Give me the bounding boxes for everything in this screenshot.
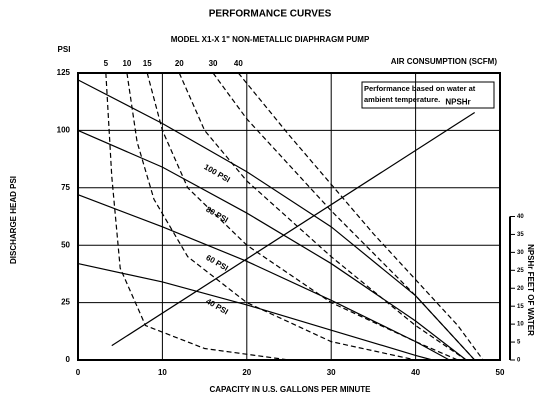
series-label: 40 (234, 59, 243, 68)
y2-tick-label: 0 (517, 358, 521, 364)
series-label: 20 (175, 59, 184, 68)
chart-title: PERFORMANCE CURVES (209, 9, 332, 20)
y-tick-label: 100 (57, 126, 71, 135)
y2-tick-label: 30 (517, 250, 524, 256)
y-tick-label: 125 (57, 68, 71, 77)
x-tick-label: 0 (76, 368, 81, 377)
x-tick-label: 20 (242, 368, 251, 377)
series-line (212, 72, 476, 361)
x-tick-label: 30 (327, 368, 336, 377)
series-line (105, 72, 290, 361)
x-tick-label: 40 (411, 368, 420, 377)
series-line (77, 194, 450, 361)
x-tick-label: 50 (496, 368, 505, 377)
series-line (178, 72, 467, 361)
series-line (237, 72, 484, 361)
series-line (111, 111, 476, 347)
note-wrap: Performance based on water at ambient te… (364, 84, 476, 104)
y-tick-label: 75 (61, 183, 70, 192)
series-line (126, 72, 416, 361)
air-label: AIR CONSUMPTION (SCFM) (391, 57, 498, 66)
series-label: 15 (143, 59, 152, 68)
note: Performance based on water at ambient te… (364, 84, 476, 104)
series-line (146, 72, 459, 361)
y2-axis-label: NPSHr FEET OF WATER (526, 244, 535, 336)
series-label: NPSHr (445, 98, 470, 107)
series-label: 80 PSI (204, 205, 229, 225)
y2-tick-label: 40 (517, 214, 524, 220)
series-label: 10 (122, 59, 131, 68)
y-tick-label: 0 (66, 355, 71, 364)
y2-tick-label: 35 (517, 232, 524, 238)
y-tick-label: 50 (61, 240, 70, 249)
y2-tick-label: 20 (517, 286, 524, 292)
y2-tick-label: 25 (517, 268, 524, 274)
y-unit: PSI (58, 45, 71, 54)
x-axis-label: CAPACITY IN U.S. GALLONS PER MINUTE (209, 385, 371, 394)
y2-tick-label: 15 (517, 304, 524, 310)
plot-frame (77, 72, 501, 361)
y2-tick-label: 10 (517, 322, 524, 328)
series-line (77, 129, 467, 361)
chart-subtitle: MODEL X1-X 1" NON-METALLIC DIAPHRAGM PUM… (171, 35, 370, 44)
y-axis-label: DISCHARGE HEAD PSI (9, 176, 18, 264)
series-label: 60 PSI (204, 253, 229, 273)
series-label: 5 (104, 59, 109, 68)
note-box (361, 81, 495, 109)
series-label: 30 (209, 59, 218, 68)
series-line (77, 262, 433, 361)
y-tick-label: 25 (61, 298, 70, 307)
series-label: 100 PSI (202, 162, 231, 184)
y2-tick-label: 5 (517, 340, 521, 346)
x-tick-label: 10 (158, 368, 167, 377)
